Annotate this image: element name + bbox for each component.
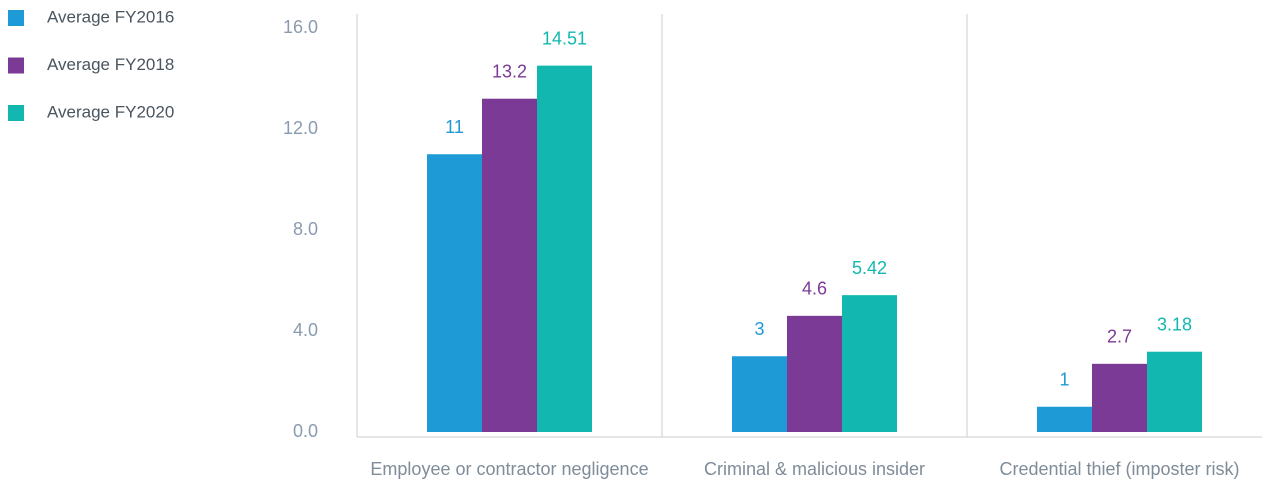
value-label: 13.2 — [492, 61, 527, 81]
y-tick-label: 0.0 — [293, 421, 318, 441]
bar — [1092, 363, 1147, 432]
bar — [842, 295, 897, 432]
bar — [427, 154, 482, 432]
bar — [787, 315, 842, 432]
x-tick-label: Criminal & malicious insider — [704, 459, 925, 479]
bar — [482, 98, 537, 432]
x-tick-label: Employee or contractor negligence — [370, 459, 648, 479]
legend-swatch — [8, 57, 24, 74]
bar — [537, 65, 592, 432]
legend-label: Average FY2020 — [47, 102, 174, 121]
bar — [1037, 406, 1092, 432]
y-tick-label: 4.0 — [293, 320, 318, 340]
bar — [1147, 351, 1202, 432]
legend-swatch — [8, 10, 24, 26]
y-tick-label: 12.0 — [283, 118, 318, 138]
value-label: 4.6 — [802, 279, 827, 299]
value-label: 11 — [445, 117, 464, 137]
value-label: 14.51 — [542, 28, 587, 48]
x-tick-label: Credential thief (imposter risk) — [999, 459, 1239, 479]
value-label: 1 — [1059, 370, 1069, 390]
value-label: 3 — [754, 319, 764, 339]
legend-label: Average FY2018 — [47, 55, 174, 74]
y-tick-label: 16.0 — [283, 17, 318, 37]
y-tick-label: 8.0 — [293, 219, 318, 239]
legend-label: Average FY2016 — [47, 7, 174, 26]
value-label: 5.42 — [852, 258, 887, 278]
value-label: 3.18 — [1157, 314, 1192, 334]
value-label: 2.7 — [1107, 327, 1132, 347]
bar — [732, 356, 787, 432]
legend-swatch — [8, 105, 24, 121]
